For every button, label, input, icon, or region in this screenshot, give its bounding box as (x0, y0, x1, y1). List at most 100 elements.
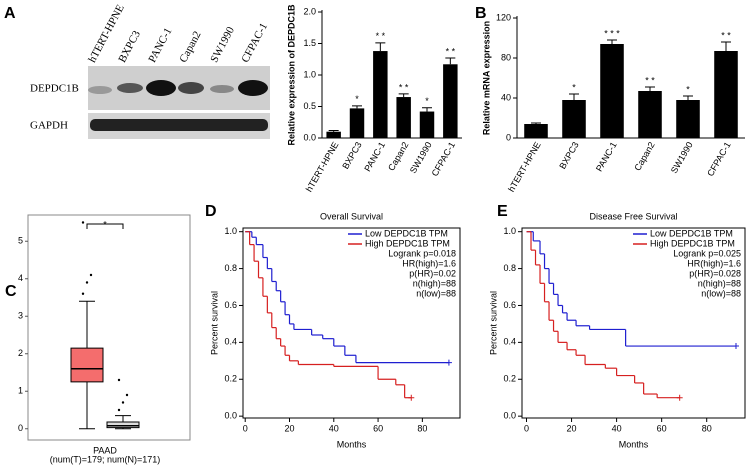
significance: * * (721, 30, 731, 40)
lane-label: Capan2 (177, 29, 203, 64)
outlier (89, 273, 93, 277)
x-tick-label: PANC-1 (594, 140, 619, 173)
x-tick-label: 40 (329, 423, 339, 433)
significance: * (572, 82, 576, 92)
y-axis-label: Relative mRNA expression (481, 21, 491, 135)
bar (600, 44, 624, 138)
error-bar (352, 105, 362, 109)
legend-label: Low DEPDC1B TPM (365, 228, 448, 238)
chart-title: Overall Survival (320, 211, 383, 221)
row-label: DEPDC1B (30, 83, 79, 95)
y-axis-label: Relative expression of DEPDC1B (286, 4, 296, 146)
panel-letter: B (475, 5, 487, 22)
y-tick-label: 0.0 (503, 411, 516, 421)
y-tick-label: 4 (18, 273, 23, 283)
legend-label: Low DEPDC1B TPM (650, 228, 733, 238)
bar (396, 97, 411, 138)
annotation: n(high)=88 (413, 278, 456, 288)
band (90, 119, 268, 131)
censor-mark (445, 359, 452, 366)
x-tick-label: 80 (702, 423, 712, 433)
lane-label: PANC-1 (146, 26, 174, 65)
x-tick-label: 40 (612, 423, 622, 433)
significance: * * (399, 82, 409, 92)
error-bar (398, 93, 409, 98)
panel-letter: D (205, 203, 217, 220)
bar (443, 64, 458, 138)
survival-drop (530, 231, 658, 398)
y-tick-label: 1.0 (303, 69, 316, 79)
x-tick-label: Capan2 (632, 140, 656, 172)
x-subtitle: (num(T)=179; num(N)=171) (50, 454, 161, 464)
outlier (117, 408, 121, 412)
outlier (125, 393, 129, 397)
x-tick-label: 0 (524, 423, 529, 433)
error-bar (531, 122, 541, 124)
bar (714, 51, 738, 138)
y-tick-label: 0.6 (503, 300, 516, 310)
x-tick-label: 60 (657, 423, 667, 433)
y-tick-label: 0 (506, 132, 511, 142)
bar (562, 100, 586, 138)
annotation: HR(high)=1.6 (402, 258, 456, 268)
x-tick-label: 60 (373, 423, 383, 433)
y-tick-label: 5 (18, 236, 23, 246)
y-tick-label: 3 (18, 311, 23, 321)
chart-title: Disease Free Survival (589, 211, 677, 221)
box (70, 347, 104, 383)
significance: * (686, 84, 690, 94)
y-tick-label: 120 (496, 12, 511, 22)
significance: * (425, 96, 429, 106)
x-tick-label: hTERT-HPNE (506, 140, 543, 193)
band (146, 80, 176, 96)
y-tick-label: 0.4 (224, 337, 237, 347)
bar (326, 131, 341, 138)
legend-label: High DEPDC1B TPM (650, 238, 735, 248)
survival-drop (251, 231, 357, 363)
error-bar (422, 107, 432, 112)
error-bar (445, 57, 456, 65)
annotation: p(HR)=0.028 (689, 268, 741, 278)
bar (419, 111, 435, 138)
x-axis-label: Months (619, 439, 649, 449)
significance: * (103, 219, 107, 229)
annotation: Logrank p=0.025 (673, 248, 741, 258)
x-tick-label: SW1990 (408, 140, 434, 175)
y-tick-label: 0.0 (303, 132, 316, 142)
x-tick-label: 80 (417, 423, 427, 433)
x-axis-label: Months (337, 439, 367, 449)
whisker (79, 381, 95, 430)
x-tick-label: 0 (243, 423, 248, 433)
y-tick-label: 0.6 (224, 300, 237, 310)
lane-label: SW1990 (208, 25, 237, 65)
y-tick-label: 1.0 (224, 226, 237, 236)
error-bar (375, 42, 386, 52)
y-tick-label: 0 (18, 423, 23, 433)
y-tick-label: 1 (18, 386, 23, 396)
plot-frame (242, 227, 461, 419)
annotation: n(low)=88 (416, 288, 456, 298)
error-bar (569, 93, 579, 100)
x-tick-label: BXPC3 (340, 140, 363, 171)
error-bar (645, 86, 655, 91)
y-tick-label: 0.0 (224, 411, 237, 421)
x-tick-label: SW1990 (669, 140, 695, 175)
blot-bands (88, 80, 268, 131)
y-tick-label: 0.8 (503, 263, 516, 273)
band (88, 86, 112, 94)
plot-frame (521, 227, 746, 419)
y-tick-label: 0.2 (224, 374, 237, 384)
significance: * (355, 94, 359, 104)
whisker (115, 415, 131, 422)
bar (676, 100, 700, 138)
panel-letter: E (497, 203, 508, 220)
x-tick-label: BXPC3 (557, 140, 580, 171)
lane-label: BXPC3 (116, 28, 143, 64)
error-bar (328, 129, 339, 132)
plot-frame (27, 214, 191, 441)
y-tick-label: 1.5 (303, 38, 316, 48)
y-tick-label: 2.0 (303, 6, 316, 16)
error-bar (607, 39, 617, 44)
y-tick-label: 2 (18, 348, 23, 358)
